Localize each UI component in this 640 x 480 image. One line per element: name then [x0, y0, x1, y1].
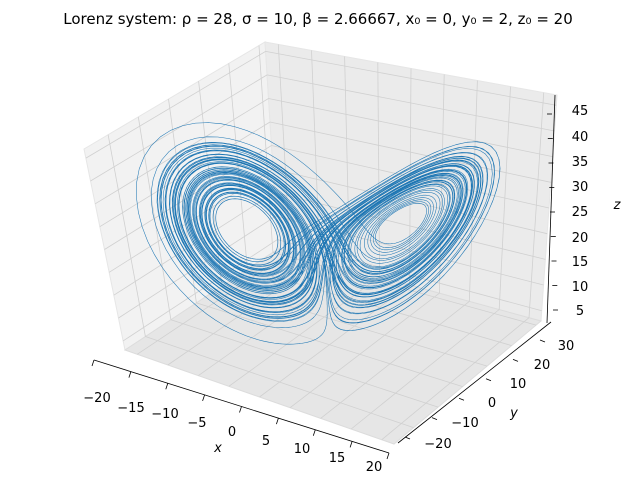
y-axis-label: y	[509, 406, 518, 421]
axis-tick	[92, 360, 94, 366]
z-tick-label: 40	[572, 130, 589, 145]
z-tick-label: 35	[572, 155, 589, 170]
z-tick-label: 20	[572, 231, 589, 246]
axis-tick	[513, 359, 518, 361]
axis-tick	[387, 453, 389, 459]
axis-tick	[240, 407, 242, 413]
axis-tick	[432, 418, 437, 420]
axis-tick	[540, 340, 545, 342]
x-axis-label: x	[213, 441, 222, 456]
z-tick-label: 45	[572, 104, 589, 119]
z-tick-label: 30	[572, 180, 589, 195]
x-tick-label: −20	[83, 391, 110, 406]
x-tick-label: −10	[151, 407, 178, 422]
axis-tick	[350, 441, 352, 447]
axis-tick	[405, 437, 410, 439]
axis-tick	[459, 398, 464, 400]
axis-tick	[486, 379, 491, 381]
x-tick-label: 0	[228, 425, 236, 440]
x-tick-label: 10	[294, 442, 311, 457]
y-tick-label: 20	[534, 358, 551, 373]
x-tick-label: 20	[366, 460, 383, 475]
axis-tick	[203, 395, 205, 401]
x-tick-label: 5	[262, 434, 270, 449]
y-tick-label: 0	[488, 396, 496, 411]
z-tick-label: 15	[572, 255, 589, 270]
z-tick-label: 10	[572, 280, 589, 295]
chart-title: Lorenz system: ρ = 28, σ = 10, β = 2.666…	[63, 10, 573, 28]
y-tick-label: −20	[424, 437, 451, 452]
y-tick-label: 10	[510, 377, 527, 392]
x-tick-label: −5	[187, 416, 206, 431]
x-tick-label: −15	[117, 401, 144, 416]
z-tick-label: 25	[572, 205, 589, 220]
axis-tick	[129, 372, 131, 378]
x-tick-label: 15	[329, 451, 346, 466]
axis-tick	[313, 430, 315, 436]
y-tick-label: −10	[451, 416, 478, 431]
axis-tick	[276, 418, 278, 424]
y-tick-label: 30	[558, 339, 575, 354]
z-axis-label: z	[613, 198, 622, 213]
axis-tick	[166, 383, 168, 389]
z-tick-label: 5	[576, 304, 584, 319]
